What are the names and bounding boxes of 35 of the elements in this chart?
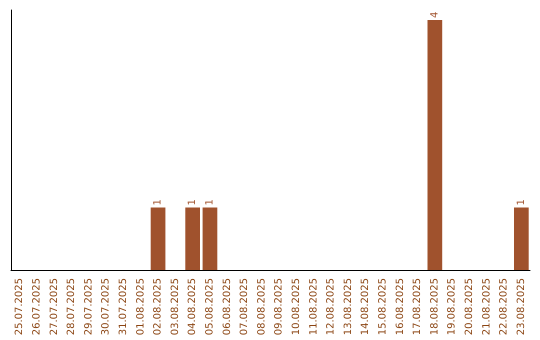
x-tick-label: 29.07.2025 [83, 278, 94, 336]
x-tick-label: 21.08.2025 [481, 278, 492, 336]
x-tick-label: 12.08.2025 [326, 278, 337, 336]
x-tick-label: 15.08.2025 [377, 278, 388, 336]
x-tick-label: 23.08.2025 [516, 278, 527, 336]
x-tick-label: 26.07.2025 [31, 278, 42, 336]
x-tick-label: 22.08.2025 [498, 278, 510, 336]
x-tick-label: 10.08.2025 [290, 278, 302, 336]
x-tick-label: 07.08.2025 [239, 278, 250, 336]
x-tick-label: 16.08.2025 [394, 278, 406, 336]
data-label: 1 [516, 199, 527, 206]
x-tick-label: 05.08.2025 [204, 278, 216, 336]
x-tick-label: 06.08.2025 [222, 278, 233, 336]
data-label: 1 [187, 199, 198, 206]
x-tick-label: 08.08.2025 [256, 278, 268, 336]
x-tick-label: 17.08.2025 [412, 278, 424, 336]
x-tick-label: 03.08.2025 [170, 278, 181, 336]
x-tick-label: 31.07.2025 [118, 278, 129, 336]
x-tick-label: 19.08.2025 [446, 278, 458, 336]
x-tick-label: 02.08.2025 [152, 278, 164, 336]
data-label: 1 [152, 199, 164, 206]
x-tick-label: 09.08.2025 [274, 278, 285, 336]
x-tick-label: 25.07.2025 [14, 278, 26, 336]
data-label: 4 [429, 12, 440, 18]
x-tick-label: 01.08.2025 [135, 278, 146, 336]
x-tick-label: 13.08.2025 [342, 278, 354, 336]
data-label: 1 [204, 199, 216, 206]
x-tick-label: 27.07.2025 [48, 278, 60, 336]
x-tick-label: 30.07.2025 [100, 278, 112, 336]
x-tick-label: 04.08.2025 [187, 278, 198, 336]
x-tick-label: 28.07.2025 [66, 278, 78, 336]
x-tick-label: 20.08.2025 [464, 278, 475, 336]
x-tick-label: 11.08.2025 [308, 278, 320, 336]
x-tick-label: 18.08.2025 [429, 278, 440, 336]
x-tick-label: 14.08.2025 [360, 278, 372, 336]
